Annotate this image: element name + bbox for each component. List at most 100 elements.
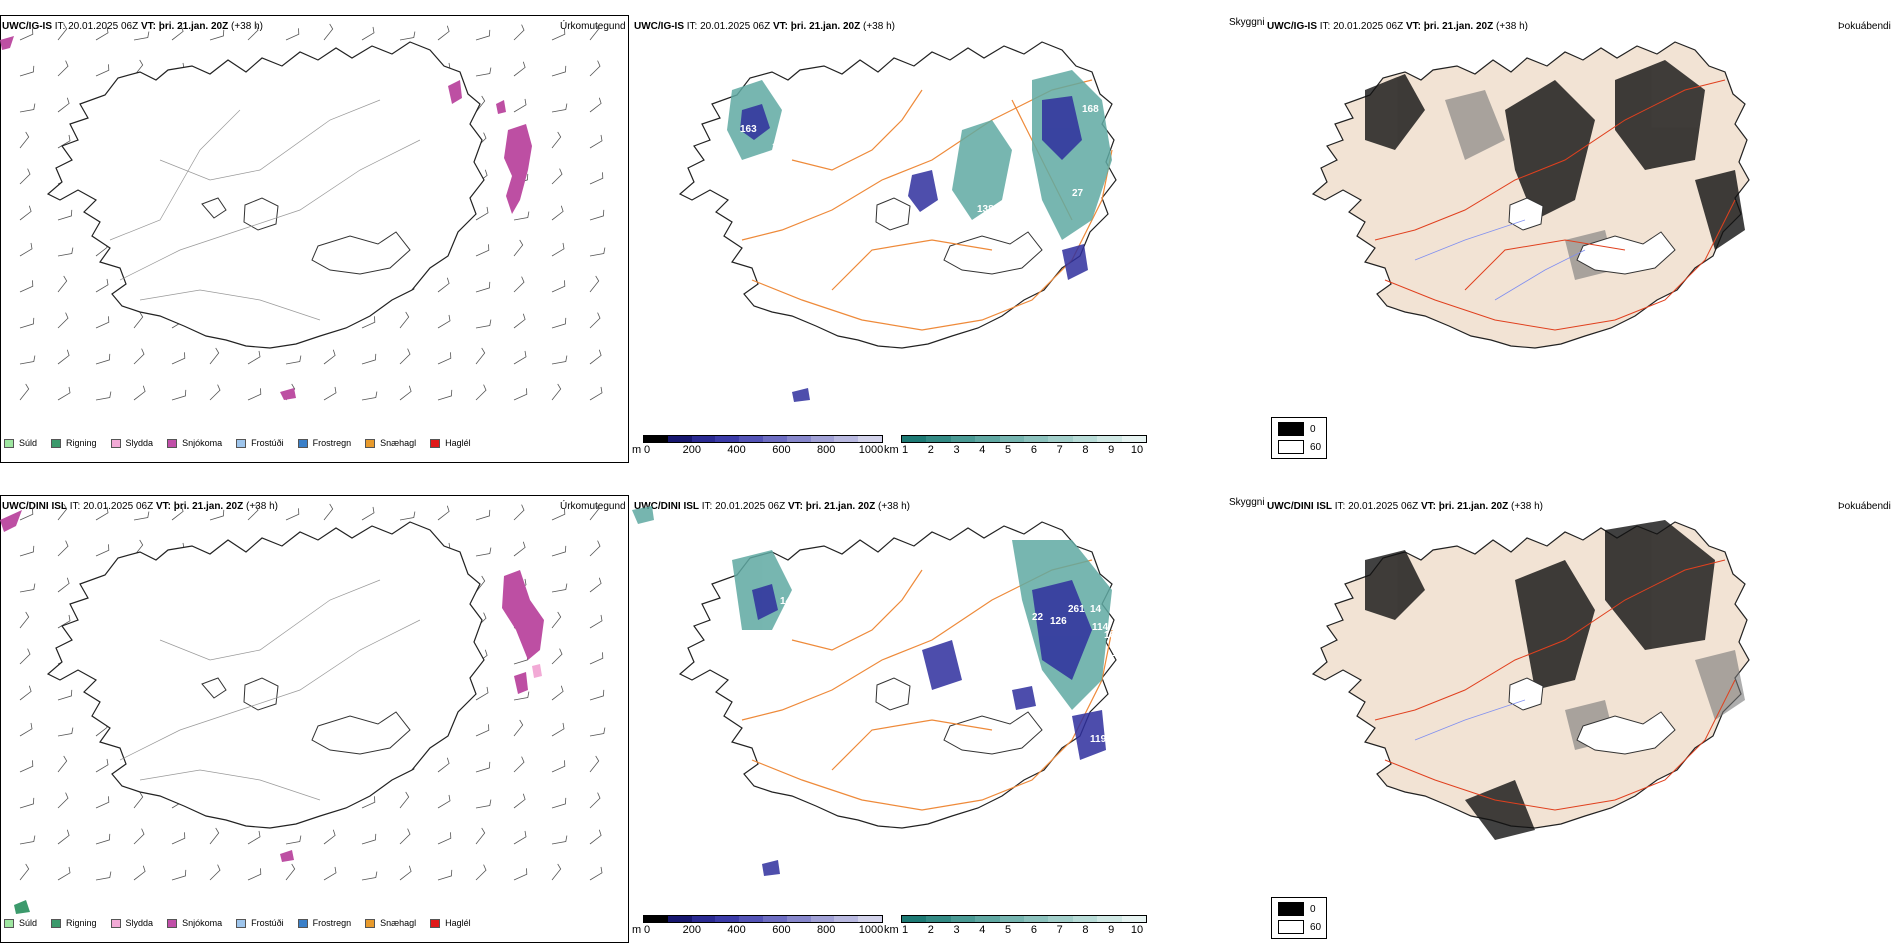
- wind-barb: [95, 316, 110, 329]
- colorbar-swatch: [1072, 916, 1098, 922]
- wind-barb: [551, 317, 567, 329]
- wind-barb: [209, 29, 225, 41]
- valid-time: þri. 21.jan. 20Z: [1423, 21, 1494, 32]
- wind-barb: [57, 792, 69, 809]
- legend-swatch: [4, 438, 14, 448]
- legend-item: Snjókoma: [167, 918, 222, 928]
- wind-barb: [133, 865, 146, 881]
- colorbar-swatches: [643, 435, 883, 443]
- colorbar-swatch: [739, 436, 763, 442]
- legend-swatch: [365, 918, 376, 928]
- precip-type-map: [0, 503, 606, 914]
- panel-fog-index-ig: UWC/IG-IS IT: 20.01.2025 06Z VT: þri. 21…: [1265, 0, 1895, 465]
- wind-barb: [551, 168, 563, 185]
- colorbar-swatch: [1097, 916, 1122, 922]
- fog-index-map: [1312, 41, 1750, 349]
- legend-swatch: [236, 918, 247, 928]
- legend-swatch-black: [1278, 422, 1304, 436]
- wind-barb: [19, 383, 30, 401]
- wind-barb: [171, 25, 184, 41]
- init-time: IT: 20.01.2025 06Z: [69, 501, 154, 512]
- valid-time-label: VT:: [787, 501, 803, 512]
- cloudbase-value-label: 143: [1112, 162, 1129, 173]
- wind-barb: [57, 689, 73, 701]
- panel-title: Skyggni: [1229, 17, 1265, 28]
- legend-item: Snjókoma: [167, 438, 222, 448]
- lead-time: (+38 h): [863, 21, 895, 32]
- cloudbase-value-label: 138: [977, 204, 994, 215]
- cloudbase-value-label: 12: [1184, 672, 1196, 683]
- wind-barb: [589, 829, 602, 845]
- wind-barb: [361, 871, 378, 881]
- wind-barb: [551, 242, 565, 257]
- wind-barb: [399, 791, 410, 809]
- wind-barb: [57, 503, 68, 521]
- wind-barb: [437, 277, 450, 293]
- wind-barb: [19, 722, 33, 737]
- panel-title: Skyggni: [1229, 497, 1265, 508]
- fog-legend: 0 60: [1271, 417, 1327, 459]
- wind-barb: [513, 211, 530, 221]
- wind-barb: [589, 386, 603, 401]
- wind-barb: [513, 98, 527, 113]
- legend-swatch-white: [1278, 920, 1304, 934]
- colorbar-swatch: [786, 916, 811, 922]
- wind-barb: [171, 505, 184, 521]
- cloudbase-value-label: 116: [768, 642, 785, 653]
- wind-barb: [475, 244, 490, 257]
- colorbar-swatch: [644, 436, 668, 442]
- wind-barb: [551, 355, 568, 365]
- wind-barb: [475, 509, 491, 521]
- colorbar-swatch: [691, 916, 716, 922]
- colorbar-tick: 600: [772, 444, 791, 456]
- wind-barb: [323, 866, 337, 881]
- wind-barb: [95, 391, 112, 401]
- legend-label: Rigning: [66, 438, 97, 448]
- wind-barb: [551, 103, 568, 113]
- wind-barb: [57, 755, 68, 773]
- colorbar-tick: 6: [1030, 444, 1037, 456]
- wind-barb: [475, 384, 487, 401]
- wind-barb: [19, 508, 34, 521]
- valid-time-label: VT:: [1420, 501, 1436, 512]
- wind-barb: [551, 760, 566, 773]
- legend-item: Haglél: [430, 438, 471, 448]
- wind-barb: [589, 97, 602, 113]
- wind-barb: [171, 352, 186, 365]
- colorbar-swatch: [1121, 436, 1147, 442]
- wind-barb: [513, 830, 527, 845]
- lead-time: (+38 h): [1496, 21, 1528, 32]
- fog-area: [1365, 60, 1745, 250]
- lead-time: (+38 h): [246, 501, 278, 512]
- wind-barb: [209, 827, 220, 845]
- colorbar-tick: 1: [901, 444, 909, 456]
- wind-barb: [209, 509, 225, 521]
- wind-barb: [57, 209, 73, 221]
- colorbar-tick: 9: [1108, 444, 1115, 456]
- legend-label: Frostregn: [312, 438, 352, 448]
- valid-time-label: VT:: [140, 21, 156, 32]
- valid-time-label: VT:: [1405, 21, 1421, 32]
- colorbar-swatch: [762, 916, 787, 922]
- wind-barb: [361, 353, 377, 365]
- wind-barb: [513, 313, 526, 329]
- colorbar-swatch: [715, 436, 740, 442]
- wind-barb: [361, 316, 376, 329]
- wind-barb: [247, 504, 259, 521]
- model-name: UWC/IG-IS: [634, 21, 684, 32]
- wind-barb: [513, 239, 524, 257]
- legend-swatch: [167, 438, 178, 448]
- wind-barb: [399, 385, 412, 401]
- road-network: [119, 579, 421, 801]
- legend-swatch: [297, 438, 308, 448]
- precip-type-legend: Súld Rigning Slydda Snjókoma Frostúði Frostre…: [4, 438, 471, 448]
- colorbar-swatch: [999, 436, 1025, 442]
- wind-barb: [285, 835, 302, 845]
- wind-barb: [551, 383, 562, 401]
- colorbar-tick: 2: [927, 444, 934, 456]
- wind-barb: [57, 727, 74, 737]
- wind-barb: [589, 172, 604, 185]
- wind-barb: [95, 758, 109, 773]
- colorbar-swatch: [1024, 436, 1049, 442]
- cloudbase-value-label: 27: [1072, 188, 1084, 199]
